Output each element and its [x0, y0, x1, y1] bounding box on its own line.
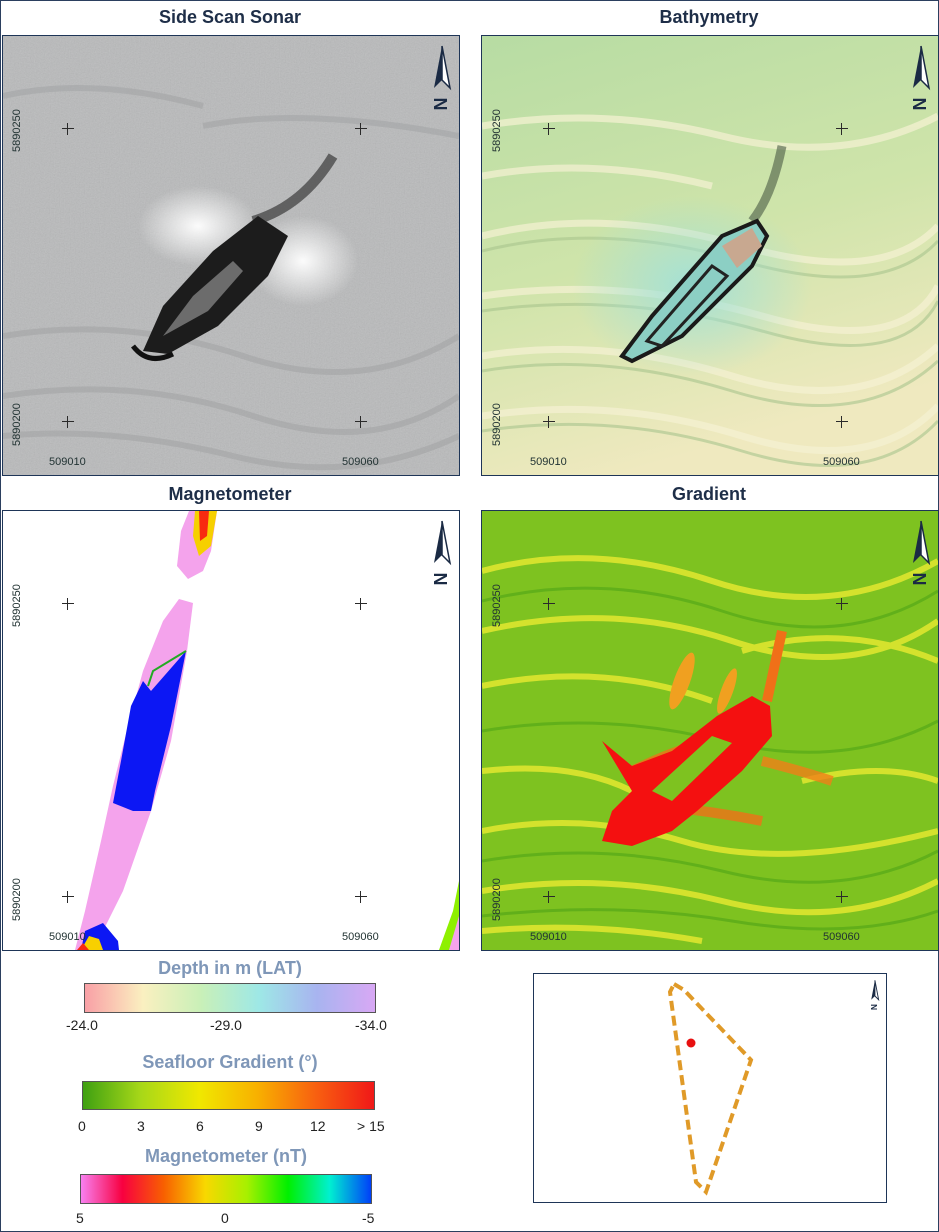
gradient-colorbar — [82, 1081, 375, 1110]
easting-label: 509010 — [530, 456, 567, 468]
gradient-tick: 12 — [310, 1118, 326, 1134]
northing-label: 5890200 — [11, 878, 23, 921]
svg-text:N: N — [430, 573, 450, 586]
depth-legend-title: Depth in m (LAT) — [158, 958, 302, 978]
easting-label: 509010 — [49, 931, 86, 943]
svg-text:N: N — [869, 1004, 879, 1010]
easting-label: 509010 — [530, 931, 567, 943]
grid-cross — [355, 891, 367, 903]
sss-map[interactable]: N — [2, 35, 460, 476]
magnetometer-tick: 5 — [76, 1210, 84, 1226]
grid-cross — [355, 123, 367, 135]
depth-tick: -24.0 — [66, 1017, 98, 1033]
bathy-title: Bathymetry — [659, 7, 759, 27]
northing-label: 5890200 — [491, 878, 503, 921]
north-arrow-icon: N — [906, 44, 932, 116]
grid-cross — [62, 598, 74, 610]
bathy-map[interactable]: N — [481, 35, 939, 476]
north-arrow-icon: N — [868, 976, 880, 1016]
gradient-tick: 0 — [78, 1118, 86, 1134]
sss-title: Side Scan Sonar — [158, 7, 302, 27]
grid-cross — [62, 891, 74, 903]
magnetometer-tick: -5 — [362, 1210, 375, 1226]
overview-map[interactable]: N — [533, 973, 887, 1203]
magnetometer-colorbar — [80, 1174, 372, 1204]
magnetometer-tick: 0 — [221, 1210, 229, 1226]
sss-image — [3, 36, 459, 475]
bathy-image — [482, 36, 938, 475]
grad-image — [482, 511, 938, 950]
northing-label: 5890250 — [11, 109, 23, 152]
northing-label: 5890200 — [11, 403, 23, 446]
north-arrow-icon: N — [427, 519, 453, 591]
grad-title: Gradient — [671, 484, 746, 504]
northing-label: 5890250 — [11, 584, 23, 627]
grid-cross — [543, 416, 555, 428]
northing-label: 5890250 — [491, 584, 503, 627]
magnetometer-legend-title: Magnetometer (nT) — [145, 1146, 307, 1166]
depth-tick: -29.0 — [210, 1017, 242, 1033]
northing-label: 5890250 — [491, 109, 503, 152]
grid-cross — [836, 891, 848, 903]
mag-image — [75, 511, 459, 950]
overview-image — [667, 981, 754, 1196]
easting-label: 509060 — [823, 456, 860, 468]
grad-map[interactable]: N — [481, 510, 939, 951]
mag-map[interactable]: N — [2, 510, 460, 951]
grid-cross — [543, 598, 555, 610]
grid-cross — [355, 416, 367, 428]
site-marker — [686, 1038, 696, 1048]
easting-label: 509060 — [342, 456, 379, 468]
gradient-tick: > 15 — [357, 1118, 385, 1134]
gradient-tick: 3 — [137, 1118, 145, 1134]
easting-label: 509060 — [342, 931, 379, 943]
mag-title: Magnetometer — [168, 484, 292, 504]
gradient-tick: 6 — [196, 1118, 204, 1134]
grid-cross — [62, 416, 74, 428]
grid-cross — [836, 416, 848, 428]
svg-text:N: N — [909, 98, 929, 111]
easting-label: 509060 — [823, 931, 860, 943]
grid-cross — [543, 891, 555, 903]
grid-cross — [836, 598, 848, 610]
easting-label: 509010 — [49, 456, 86, 468]
gradient-tick: 9 — [255, 1118, 263, 1134]
northing-label: 5890200 — [491, 403, 503, 446]
grid-cross — [836, 123, 848, 135]
grid-cross — [543, 123, 555, 135]
svg-text:N: N — [430, 98, 450, 111]
grid-cross — [62, 123, 74, 135]
north-arrow-icon: N — [906, 519, 932, 591]
north-arrow-icon: N — [427, 44, 453, 116]
svg-text:N: N — [909, 573, 929, 586]
gradient-legend-title: Seafloor Gradient (°) — [142, 1052, 318, 1072]
depth-colorbar — [84, 983, 376, 1013]
grid-cross — [355, 598, 367, 610]
depth-tick: -34.0 — [355, 1017, 387, 1033]
